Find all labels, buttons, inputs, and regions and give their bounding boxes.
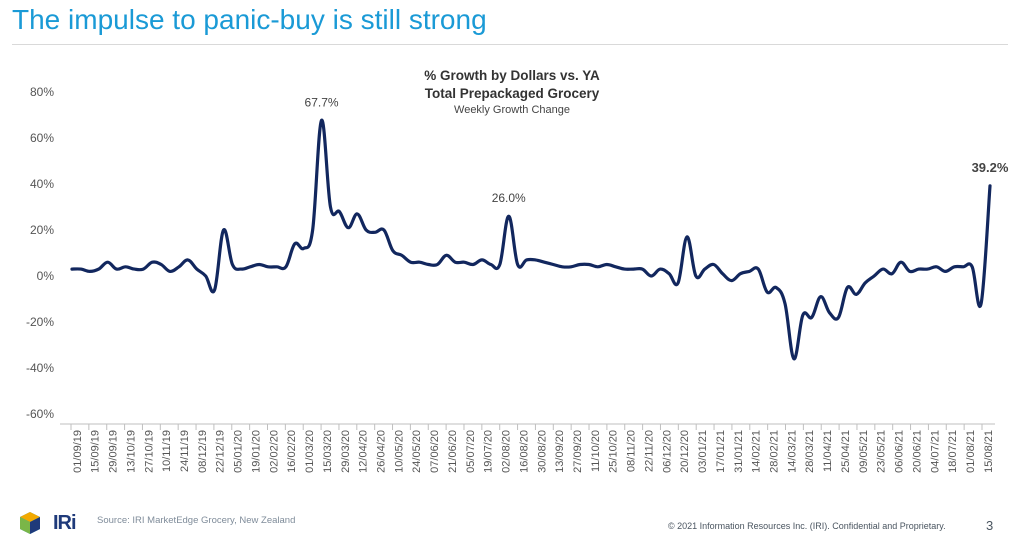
x-tick-label: 11/10/20: [590, 430, 602, 472]
x-tick-label: 26/04/20: [376, 430, 388, 473]
slide-title: The impulse to panic-buy is still strong: [12, 4, 487, 35]
x-tick-label: 17/01/21: [715, 430, 727, 473]
iri-logo-icon: [18, 510, 80, 540]
footer-copyright: © 2021 Information Resources Inc. (IRI).…: [668, 521, 946, 531]
x-tick-label: 15/03/20: [322, 430, 334, 473]
series-layer: [70, 118, 992, 361]
x-tick-label: 30/08/20: [536, 430, 548, 473]
data-label: 39.2%: [972, 160, 1009, 175]
data-label: 26.0%: [492, 191, 526, 205]
y-tick-label: -60%: [26, 407, 54, 421]
x-tick-label: 14/02/21: [751, 430, 763, 473]
chart-title: % Growth by Dollars vs. YA: [424, 68, 600, 83]
x-tick-label: 28/02/21: [768, 430, 780, 473]
x-tick-label: 19/07/20: [483, 430, 495, 473]
x-tick-label: 23/05/21: [876, 430, 888, 473]
y-tick-label: -40%: [26, 361, 54, 375]
x-tick-label: 07/06/20: [429, 430, 441, 473]
x-tick-label: 25/04/21: [840, 430, 852, 473]
logo-wordmark: IRi: [53, 512, 77, 534]
x-tick-label: 24/05/20: [411, 430, 423, 473]
series-line: [70, 118, 992, 361]
x-tick-label: 22/11/20: [643, 430, 655, 472]
x-tick-label: 08/12/19: [197, 430, 209, 473]
x-tick-label: 10/05/20: [393, 430, 405, 473]
x-tick-label: 27/10/19: [143, 430, 155, 473]
x-tick-label: 06/12/20: [661, 430, 673, 473]
x-tick-label: 24/11/19: [179, 430, 191, 472]
x-tick-label: 13/09/20: [554, 430, 566, 473]
x-tick-label: 05/07/20: [465, 430, 477, 473]
chart-subtitle-2: Weekly Growth Change: [454, 104, 570, 116]
y-axis: 80% 60% 40% 20% 0% -20% -40% -60%: [26, 85, 54, 421]
data-label: 67.7%: [305, 95, 339, 109]
y-tick-label: 40%: [30, 177, 54, 191]
chart-titles: % Growth by Dollars vs. YA Total Prepack…: [424, 68, 600, 116]
x-tick-label: 20/12/20: [679, 430, 691, 473]
y-tick-label: -20%: [26, 315, 54, 329]
y-tick-label: 20%: [30, 223, 54, 237]
x-tick-label: 11/04/21: [822, 430, 834, 472]
x-tick-label: 21/06/20: [447, 430, 459, 473]
x-tick-label: 16/08/20: [518, 430, 530, 473]
x-tick-label: 29/09/19: [108, 430, 120, 473]
x-tick-label: 05/01/20: [233, 430, 245, 473]
x-tick-label: 19/01/20: [250, 430, 262, 473]
x-tick-label: 02/02/20: [268, 430, 280, 473]
x-tick-label: 31/01/21: [733, 430, 745, 473]
x-tick-label: 20/06/21: [911, 430, 923, 473]
chart-subtitle: Total Prepackaged Grocery: [425, 86, 600, 101]
x-tick-label: 09/05/21: [858, 430, 870, 473]
line-chart: % Growth by Dollars vs. YA Total Prepack…: [26, 68, 1009, 473]
title-divider: [12, 44, 1008, 45]
x-tick-label: 01/09/19: [72, 430, 84, 473]
annotations-layer: 67.7% 26.0% 39.2%: [305, 95, 1009, 205]
x-tick-label: 18/07/21: [947, 430, 959, 473]
x-tick-label: 01/08/21: [965, 430, 977, 473]
x-tick-label: 06/06/21: [894, 430, 906, 473]
x-tick-label: 12/04/20: [358, 430, 370, 473]
x-tick-label: 04/07/21: [929, 430, 941, 473]
x-tick-label: 15/09/19: [90, 430, 102, 473]
x-axis: 01/09/19 15/09/19 29/09/19 13/10/19 27/10/19…: [60, 423, 995, 473]
x-tick-label: 25/10/20: [608, 430, 620, 473]
x-tick-label: 22/12/19: [215, 430, 227, 473]
x-tick-label: 28/03/21: [804, 430, 816, 473]
x-tick-label: 16/02/20: [286, 430, 298, 473]
y-tick-label: 80%: [30, 85, 54, 99]
y-tick-label: 0%: [37, 269, 55, 283]
page-number: 3: [986, 518, 994, 533]
x-tick-label: 01/03/20: [304, 430, 316, 473]
footer-source: Source: IRI MarketEdge Grocery, New Zeal…: [97, 515, 296, 526]
x-tick-label: 13/10/19: [125, 430, 137, 473]
x-tick-label: 29/03/20: [340, 430, 352, 473]
y-tick-label: 60%: [30, 131, 54, 145]
x-tick-label: 08/11/20: [626, 430, 638, 472]
x-tick-label: 14/03/21: [786, 430, 798, 473]
x-tick-label: 27/09/20: [572, 430, 584, 473]
x-tick-label: 15/08/21: [983, 430, 995, 473]
x-tick-label: 10/11/19: [161, 430, 173, 472]
x-tick-label: 02/08/20: [501, 430, 513, 473]
x-tick-label: 03/01/21: [697, 430, 709, 473]
